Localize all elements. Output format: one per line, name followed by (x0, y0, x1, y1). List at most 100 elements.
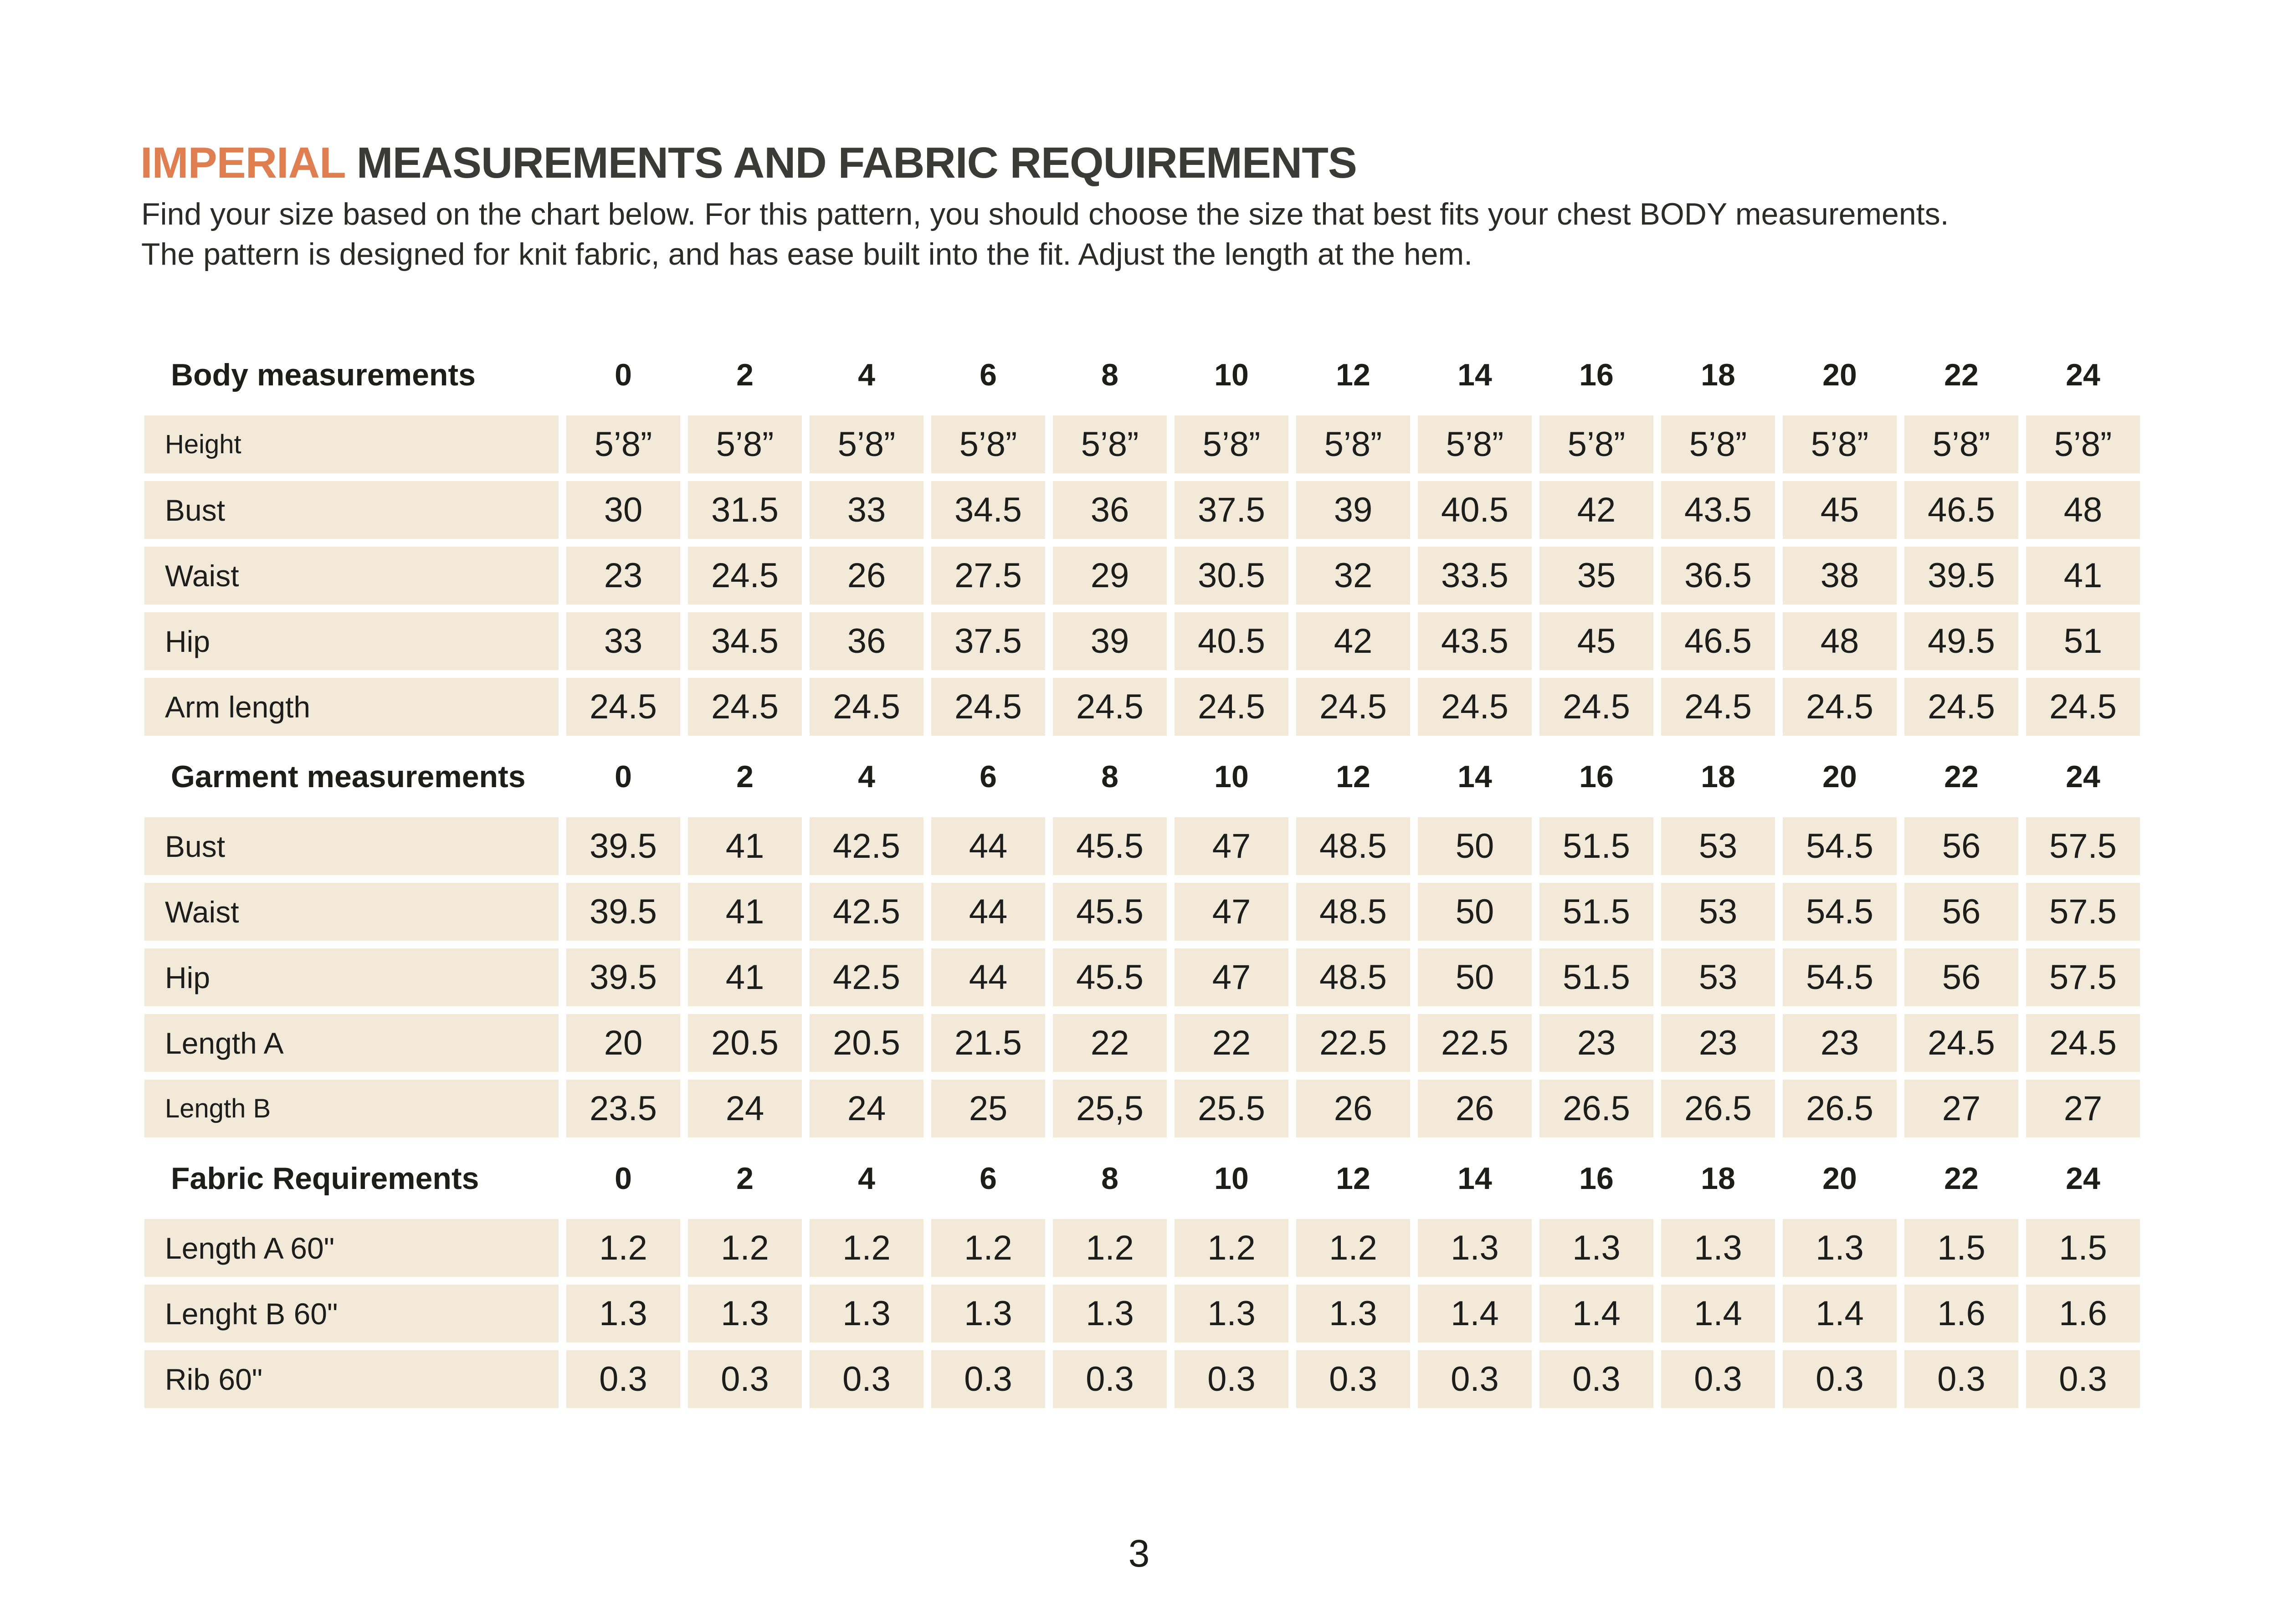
value-cell: 24.5 (810, 678, 924, 736)
size-header-cell: 0 (615, 1161, 632, 1196)
value-cell: 33 (566, 612, 680, 670)
value-cell: 40.5 (1175, 612, 1288, 670)
value-cell: 45.5 (1053, 948, 1167, 1006)
size-header-cell: 14 (1457, 759, 1492, 794)
row-label-cell: Bust (144, 481, 559, 539)
value-cell: 54.5 (1783, 948, 1897, 1006)
row-label-cell: Bust (144, 817, 559, 875)
value-cell: 39 (1296, 481, 1410, 539)
value-cell: 30 (566, 481, 680, 539)
value-cell: 50 (1418, 883, 1532, 941)
value-cell: 5’8” (2026, 415, 2140, 473)
size-header-cell: 2 (736, 759, 754, 794)
value-cell: 56 (1904, 817, 2018, 875)
row-label-cell: Waist (144, 547, 559, 605)
value-cell: 5’8” (566, 415, 680, 473)
value-cell: 24.5 (931, 678, 1045, 736)
value-cell: 24.5 (566, 678, 680, 736)
size-header-cell: 12 (1336, 357, 1370, 392)
value-cell: 53 (1661, 948, 1775, 1006)
page-number: 3 (1128, 1532, 1150, 1575)
value-cell: 24.5 (2026, 678, 2140, 736)
row-label-cell: Length B (144, 1080, 559, 1137)
value-cell: 1.4 (1539, 1285, 1653, 1342)
value-cell: 51.5 (1539, 883, 1653, 941)
size-header-cell: 24 (2066, 1161, 2100, 1196)
value-cell: 53 (1661, 883, 1775, 941)
size-header-cell: 8 (1101, 357, 1118, 392)
value-cell: 27.5 (931, 547, 1045, 605)
value-cell: 41 (688, 883, 802, 941)
value-cell: 26.5 (1783, 1080, 1897, 1137)
value-cell: 39.5 (566, 948, 680, 1006)
value-cell: 20.5 (688, 1014, 802, 1072)
value-cell: 42 (1539, 481, 1653, 539)
value-cell: 22 (1053, 1014, 1167, 1072)
value-cell: 57.5 (2026, 948, 2140, 1006)
value-cell: 1.3 (566, 1285, 680, 1342)
value-cell: 24.5 (1539, 678, 1653, 736)
size-header-cell: 12 (1336, 759, 1370, 794)
value-cell: 54.5 (1783, 817, 1897, 875)
value-cell: 5’8” (931, 415, 1045, 473)
value-cell: 30.5 (1175, 547, 1288, 605)
value-cell: 56 (1904, 948, 2018, 1006)
value-cell: 1.2 (931, 1219, 1045, 1277)
value-cell: 34.5 (931, 481, 1045, 539)
value-cell: 54.5 (1783, 883, 1897, 941)
value-cell: 1.6 (2026, 1285, 2140, 1342)
size-header-cell: 6 (980, 357, 997, 392)
value-cell: 48.5 (1296, 948, 1410, 1006)
value-cell: 1.2 (1175, 1219, 1288, 1277)
value-cell: 0.3 (688, 1350, 802, 1408)
value-cell: 5’8” (1904, 415, 2018, 473)
value-cell: 32 (1296, 547, 1410, 605)
value-cell: 0.3 (1053, 1350, 1167, 1408)
value-cell: 42.5 (810, 817, 924, 875)
value-cell: 5’8” (1539, 415, 1653, 473)
row-label-cell: Length A (144, 1014, 559, 1072)
value-cell: 46.5 (1904, 481, 2018, 539)
value-cell: 1.3 (1175, 1285, 1288, 1342)
value-cell: 5’8” (688, 415, 802, 473)
value-cell: 41 (2026, 547, 2140, 605)
value-cell: 42.5 (810, 948, 924, 1006)
value-cell: 41 (688, 948, 802, 1006)
value-cell: 44 (931, 817, 1045, 875)
value-cell: 24.5 (1418, 678, 1532, 736)
value-cell: 0.3 (1418, 1350, 1532, 1408)
value-cell: 0.3 (1296, 1350, 1410, 1408)
value-cell: 49.5 (1904, 612, 2018, 670)
intro-paragraph: Find your size based on the chart below.… (141, 195, 1949, 274)
value-cell: 24.5 (1296, 678, 1410, 736)
value-cell: 24.5 (1661, 678, 1775, 736)
size-header-cell: 18 (1701, 357, 1735, 392)
value-cell: 51.5 (1539, 817, 1653, 875)
size-header-cell: 20 (1822, 1161, 1857, 1196)
value-cell: 25,5 (1053, 1080, 1167, 1137)
value-cell: 5’8” (1175, 415, 1288, 473)
value-cell: 24.5 (688, 678, 802, 736)
value-cell: 0.3 (1539, 1350, 1653, 1408)
value-cell: 42.5 (810, 883, 924, 941)
size-header-cell: 24 (2066, 357, 2100, 392)
value-cell: 47 (1175, 883, 1288, 941)
value-cell: 22.5 (1418, 1014, 1532, 1072)
size-header-cell: 16 (1579, 759, 1614, 794)
value-cell: 1.3 (1661, 1219, 1775, 1277)
size-header-cell: 14 (1457, 357, 1492, 392)
page-title: IMPERIAL MEASUREMENTS AND FABRIC REQUIREM… (140, 141, 1357, 185)
value-cell: 0.3 (1904, 1350, 2018, 1408)
value-cell: 57.5 (2026, 883, 2140, 941)
value-cell: 26 (1296, 1080, 1410, 1137)
size-header-cell: 4 (858, 357, 875, 392)
size-header-cell: 8 (1101, 1161, 1118, 1196)
value-cell: 57.5 (2026, 817, 2140, 875)
value-cell: 45.5 (1053, 883, 1167, 941)
value-cell: 1.3 (1418, 1219, 1532, 1277)
value-cell: 43.5 (1418, 612, 1532, 670)
value-cell: 24 (810, 1080, 924, 1137)
value-cell: 37.5 (1175, 481, 1288, 539)
value-cell: 20 (566, 1014, 680, 1072)
value-cell: 5’8” (1296, 415, 1410, 473)
